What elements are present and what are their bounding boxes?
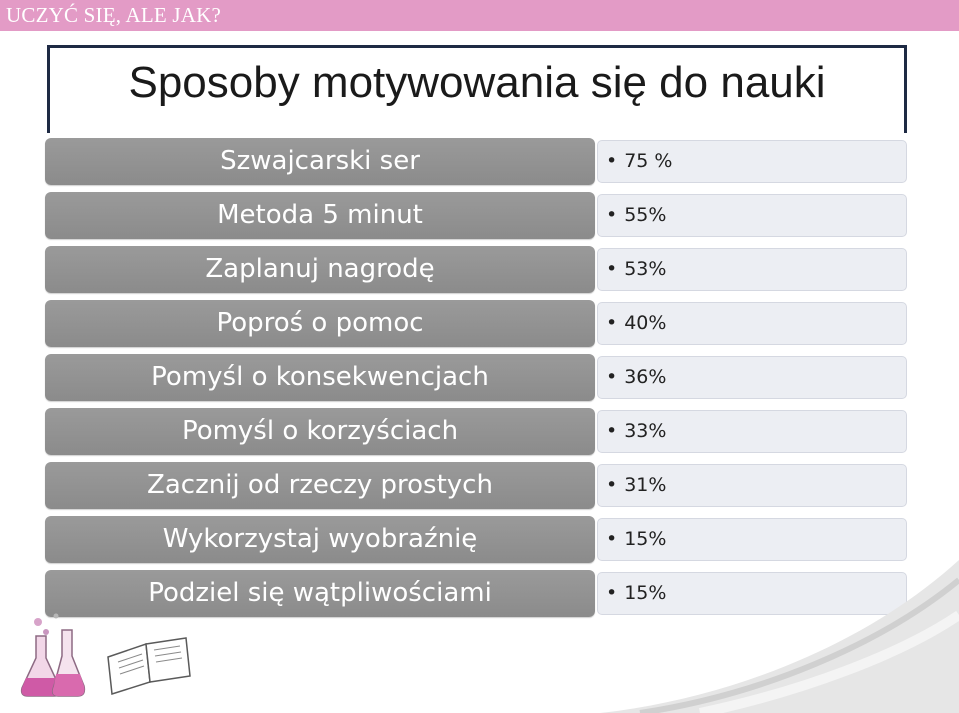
flask-icon <box>20 613 86 697</box>
value-text: 53% <box>624 258 667 280</box>
bullet-icon: • <box>606 528 618 550</box>
value-text: 36% <box>624 366 667 388</box>
list-item-value: • 36% <box>597 356 907 399</box>
bullet-icon: • <box>606 150 618 172</box>
bullet-icon: • <box>606 366 618 388</box>
banner-title: UCZYĆ SIĘ, ALE JAK? <box>6 3 221 27</box>
list-item-label: Pomyśl o konsekwencjach <box>45 354 595 401</box>
header-banner: UCZYĆ SIĘ, ALE JAK? <box>0 0 959 31</box>
list-item-value: • 53% <box>597 248 907 291</box>
list-item-value: • 15% <box>597 518 907 561</box>
value-text: 40% <box>624 312 667 334</box>
bullet-icon: • <box>606 258 618 280</box>
decor-illustration <box>20 613 191 697</box>
list-item-value: • 75 % <box>597 140 907 183</box>
value-text: 15% <box>624 582 667 604</box>
list-item-label: Zaplanuj nagrodę <box>45 246 595 293</box>
list-item-value: • 55% <box>597 194 907 237</box>
list-item-label: Poproś o pomoc <box>45 300 595 347</box>
value-text: 75 % <box>624 150 673 172</box>
list-item-value: • 40% <box>597 302 907 345</box>
list-item-value: • 31% <box>597 464 907 507</box>
bullet-icon: • <box>606 474 618 496</box>
list-item-label: Podziel się wątpliwościami <box>45 570 595 617</box>
value-text: 33% <box>624 420 667 442</box>
list-item-value: • 33% <box>597 410 907 453</box>
bullet-icon: • <box>606 204 618 226</box>
list-item-value: • 15% <box>597 572 907 615</box>
bullet-icon: • <box>606 312 618 334</box>
list-item-label: Zacznij od rzeczy prostych <box>45 462 595 509</box>
value-text: 31% <box>624 474 667 496</box>
list-item-label: Szwajcarski ser <box>45 138 595 185</box>
bullet-icon: • <box>606 582 618 604</box>
open-book-icon <box>107 637 191 695</box>
value-text: 55% <box>624 204 667 226</box>
bullet-icon: • <box>606 420 618 442</box>
page-title: Sposoby motywowania się do nauki <box>128 58 826 107</box>
value-text: 15% <box>624 528 667 550</box>
list-item-label: Wykorzystaj wyobraźnię <box>45 516 595 563</box>
decorative-swoosh <box>600 560 959 713</box>
list-item-label: Metoda 5 minut <box>45 192 595 239</box>
title-frame: Sposoby motywowania się do nauki <box>47 45 907 133</box>
list-item-label: Pomyśl o korzyściach <box>45 408 595 455</box>
